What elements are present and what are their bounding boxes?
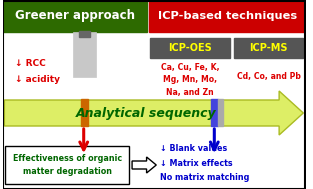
Bar <box>73 32 96 77</box>
Text: Ca, Cu, Fe, K,
Mg, Mn, Mo,
Na, and Zn: Ca, Cu, Fe, K, Mg, Mn, Mo, Na, and Zn <box>161 63 219 97</box>
Text: ICP-OES: ICP-OES <box>168 43 212 53</box>
Bar <box>79 31 90 37</box>
Text: Effectiveness of organic
matter degradation: Effectiveness of organic matter degradat… <box>13 154 122 176</box>
Text: Cd, Co, and Pb: Cd, Co, and Pb <box>237 71 300 81</box>
Text: ↓ Blank values
↓ Matrix effects
No matrix matching: ↓ Blank values ↓ Matrix effects No matri… <box>160 144 249 182</box>
Text: Analytical sequency: Analytical sequency <box>76 106 217 119</box>
Bar <box>5 146 129 184</box>
Bar <box>149 0 306 32</box>
Bar <box>151 38 230 58</box>
Bar <box>211 99 218 126</box>
Bar <box>218 99 223 126</box>
Bar <box>234 38 303 58</box>
Text: Greener approach: Greener approach <box>15 9 135 22</box>
Text: ICP-MS: ICP-MS <box>249 43 288 53</box>
Bar <box>81 99 88 126</box>
Text: ICP-based techniques: ICP-based techniques <box>158 11 297 21</box>
Polygon shape <box>132 157 156 173</box>
Text: ↓ RCC
↓ acidity: ↓ RCC ↓ acidity <box>15 59 60 84</box>
Bar <box>3 0 146 32</box>
Polygon shape <box>4 91 303 135</box>
